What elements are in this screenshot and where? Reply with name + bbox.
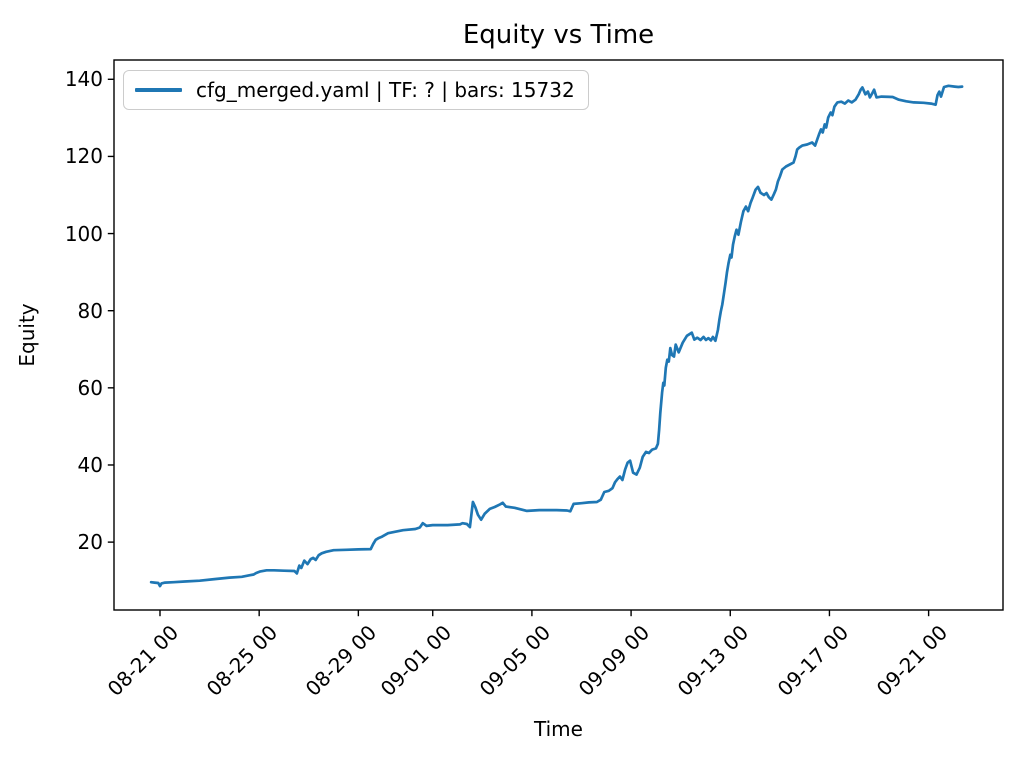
axes-spines: [113, 59, 1004, 611]
y-tick-label: 20: [77, 530, 103, 555]
y-tick-label: 80: [77, 298, 103, 323]
y-tick-label: 120: [64, 144, 103, 169]
y-tick-label: 40: [77, 452, 103, 477]
y-tick-label: 100: [64, 221, 103, 246]
y-tick-label: 60: [77, 375, 103, 400]
legend: cfg_merged.yaml | TF: ? | bars: 15732: [123, 70, 589, 110]
x-axis-label: Time: [534, 717, 583, 741]
legend-label: cfg_merged.yaml | TF: ? | bars: 15732: [196, 78, 575, 102]
legend-line-sample: [135, 88, 182, 92]
equity-curve: [149, 84, 964, 588]
chart-title: Equity vs Time: [462, 20, 655, 50]
y-tick-label: 140: [64, 67, 103, 92]
